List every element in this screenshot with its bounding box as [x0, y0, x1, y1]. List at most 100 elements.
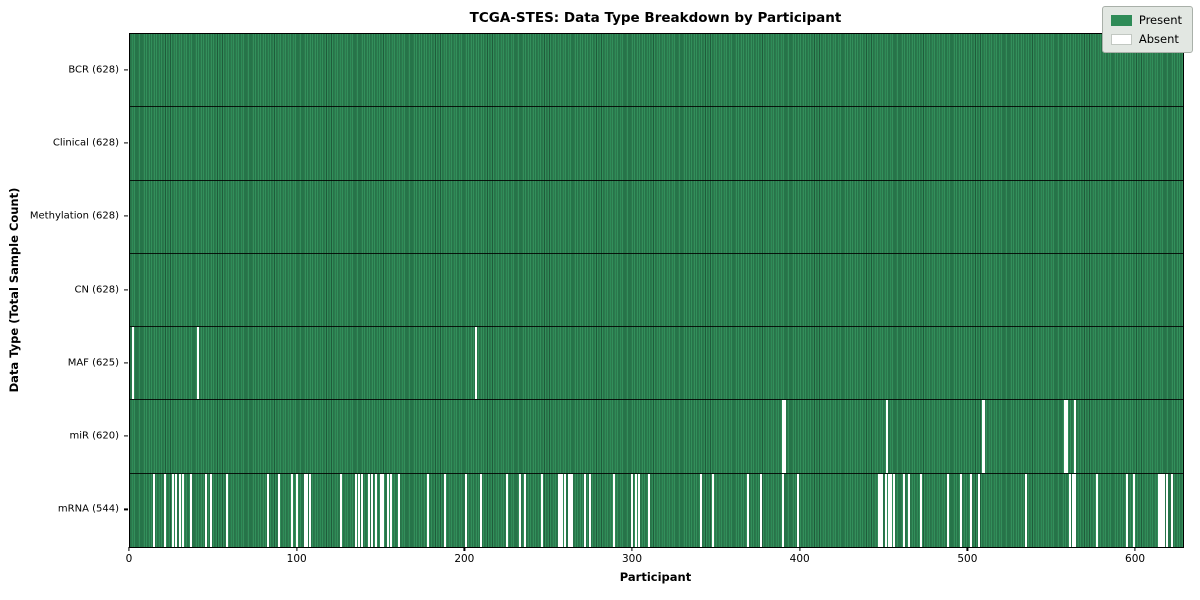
- absent-stripe: [131, 327, 134, 400]
- absent-stripe: [589, 473, 592, 547]
- absent-stripe: [889, 473, 892, 547]
- absent-stripe: [374, 473, 377, 547]
- x-tick: [128, 547, 130, 551]
- absent-stripe: [163, 473, 166, 547]
- x-tick-label: 200: [454, 553, 475, 565]
- x-tick-label: 600: [1125, 553, 1146, 565]
- absent-stripe: [557, 473, 560, 547]
- row-BCR: [130, 34, 1183, 108]
- x-tick: [296, 547, 298, 551]
- absent-stripe: [797, 473, 800, 547]
- absent-stripe: [1074, 473, 1076, 547]
- absent-stripe: [1161, 473, 1164, 547]
- y-tick: [124, 288, 128, 291]
- x-axis-title: Participant: [619, 570, 692, 584]
- absent-stripe: [887, 473, 890, 547]
- y-tick: [124, 142, 128, 144]
- absent-stripe: [524, 473, 527, 547]
- absent-stripe: [358, 473, 361, 547]
- absent-stripe: [178, 473, 181, 547]
- absent-stripe: [354, 473, 357, 547]
- y-tick: [124, 508, 128, 510]
- absent-stripe: [612, 473, 615, 547]
- absent-stripe: [210, 473, 213, 547]
- absent-stripe: [584, 473, 587, 547]
- absent-stripe: [570, 473, 573, 547]
- absent-stripe: [1025, 473, 1028, 547]
- absent-stripe: [1068, 473, 1071, 547]
- absent-stripe: [290, 473, 293, 547]
- row-CN: [130, 253, 1183, 328]
- absent-stripe: [908, 473, 910, 547]
- absent-stripe: [309, 473, 312, 547]
- absent-stripe: [747, 473, 750, 547]
- absent-stripe: [970, 473, 973, 547]
- x-axis: 0 100 200 300 400 500 600: [125, 546, 1182, 576]
- absent-stripe: [631, 473, 634, 547]
- absent-stripe: [760, 473, 763, 547]
- x-tick-label: 300: [621, 553, 643, 565]
- absent-stripe: [426, 473, 429, 547]
- absent-stripe: [886, 400, 889, 473]
- absent-stripe: [381, 473, 384, 547]
- x-tick-label: 400: [789, 553, 810, 565]
- x-tick-label: 100: [286, 553, 307, 565]
- legend-label-present: Present: [1138, 13, 1182, 27]
- absent-stripe: [700, 473, 703, 547]
- absent-stripe: [371, 473, 374, 547]
- absent-stripe: [783, 400, 786, 473]
- absent-stripe: [295, 473, 298, 547]
- y-tick-label-MAF: MAF (625): [67, 357, 119, 369]
- absent-stripe: [306, 473, 309, 547]
- absent-stripe: [386, 473, 389, 547]
- absent-stripe: [225, 473, 228, 547]
- absent-stripe: [881, 473, 884, 547]
- absent-stripe: [959, 473, 962, 547]
- absent-stripe: [505, 473, 508, 547]
- y-tick-label-BCR: BCR (628): [68, 64, 119, 76]
- y-tick-label-Methylation: Methylation (628): [29, 210, 119, 222]
- absent-stripe: [1095, 473, 1098, 547]
- absent-stripe: [190, 473, 193, 547]
- row-miR: [130, 400, 1183, 474]
- absent-stripe: [153, 473, 156, 547]
- absent-stripe: [711, 473, 714, 547]
- absent-stripe: [1132, 473, 1135, 547]
- absent-stripe: [782, 473, 785, 547]
- absent-stripe: [1157, 473, 1160, 547]
- legend: Present Absent: [1101, 6, 1193, 53]
- absent-stripe: [443, 473, 446, 547]
- present-swatch: [1110, 14, 1132, 26]
- row-mRNA: [130, 473, 1183, 547]
- absent-stripe: [567, 473, 570, 547]
- absent-stripe: [1171, 473, 1174, 547]
- absent-stripe: [1162, 473, 1165, 547]
- absent-stripe: [480, 473, 483, 547]
- absent-stripe: [339, 473, 342, 547]
- absent-stripe: [569, 473, 572, 547]
- absent-stripe: [1159, 473, 1162, 547]
- y-tick-label-Clinical: Clinical (628): [52, 137, 119, 149]
- absent-stripe: [197, 327, 200, 400]
- legend-item-absent: Absent: [1110, 32, 1182, 46]
- absent-stripe: [902, 473, 905, 547]
- x-tick-label: 0: [125, 553, 133, 565]
- x-tick: [631, 547, 633, 551]
- plot-area: [129, 33, 1184, 548]
- absent-stripe: [919, 473, 922, 547]
- absent-stripe: [1125, 473, 1128, 547]
- absent-stripe: [634, 473, 637, 547]
- absent-swatch: [1110, 33, 1132, 45]
- absent-stripe: [946, 473, 949, 547]
- absent-stripe: [564, 473, 567, 547]
- x-tick-label: 500: [957, 553, 978, 565]
- absent-stripe: [978, 473, 981, 547]
- absent-stripe: [277, 473, 280, 547]
- absent-stripe: [368, 473, 371, 547]
- absent-stripe: [559, 473, 562, 547]
- absent-stripe: [638, 473, 641, 547]
- absent-stripe: [379, 473, 382, 547]
- absent-stripe: [648, 473, 651, 547]
- absent-stripe: [267, 473, 270, 547]
- absent-stripe: [1166, 473, 1169, 547]
